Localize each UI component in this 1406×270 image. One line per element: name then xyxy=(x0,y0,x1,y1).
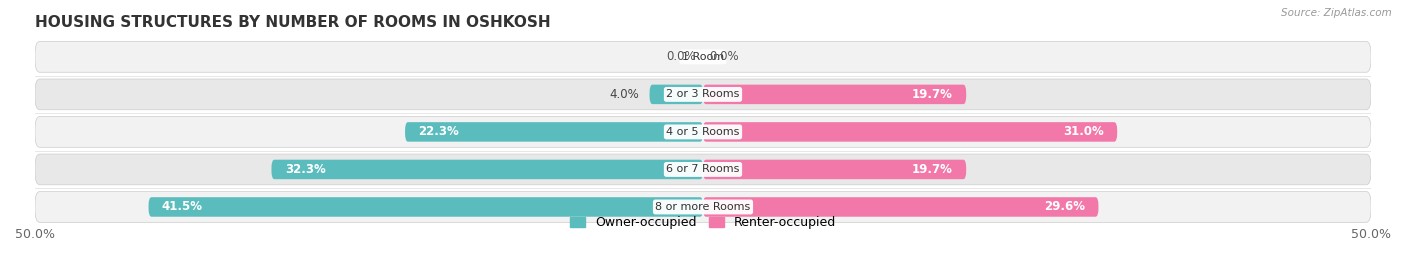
Text: 4.0%: 4.0% xyxy=(609,88,638,101)
Text: 6 or 7 Rooms: 6 or 7 Rooms xyxy=(666,164,740,174)
Legend: Owner-occupied, Renter-occupied: Owner-occupied, Renter-occupied xyxy=(565,211,841,234)
FancyBboxPatch shape xyxy=(703,85,966,104)
FancyBboxPatch shape xyxy=(703,197,1098,217)
FancyBboxPatch shape xyxy=(35,192,1371,222)
Text: 22.3%: 22.3% xyxy=(419,126,460,139)
Text: HOUSING STRUCTURES BY NUMBER OF ROOMS IN OSHKOSH: HOUSING STRUCTURES BY NUMBER OF ROOMS IN… xyxy=(35,15,551,30)
FancyBboxPatch shape xyxy=(35,79,1371,110)
Text: 31.0%: 31.0% xyxy=(1063,126,1104,139)
FancyBboxPatch shape xyxy=(271,160,703,179)
Text: 0.0%: 0.0% xyxy=(666,50,696,63)
Text: 19.7%: 19.7% xyxy=(912,163,953,176)
Text: 4 or 5 Rooms: 4 or 5 Rooms xyxy=(666,127,740,137)
FancyBboxPatch shape xyxy=(405,122,703,142)
FancyBboxPatch shape xyxy=(35,154,1371,185)
Text: 41.5%: 41.5% xyxy=(162,200,202,214)
FancyBboxPatch shape xyxy=(703,160,966,179)
Text: 1 Room: 1 Room xyxy=(682,52,724,62)
Text: 2 or 3 Rooms: 2 or 3 Rooms xyxy=(666,89,740,99)
Text: 29.6%: 29.6% xyxy=(1045,200,1085,214)
FancyBboxPatch shape xyxy=(650,85,703,104)
FancyBboxPatch shape xyxy=(35,42,1371,72)
Text: 0.0%: 0.0% xyxy=(710,50,740,63)
Text: 32.3%: 32.3% xyxy=(285,163,326,176)
Text: 8 or more Rooms: 8 or more Rooms xyxy=(655,202,751,212)
Text: 19.7%: 19.7% xyxy=(912,88,953,101)
FancyBboxPatch shape xyxy=(35,117,1371,147)
Text: Source: ZipAtlas.com: Source: ZipAtlas.com xyxy=(1281,8,1392,18)
FancyBboxPatch shape xyxy=(703,122,1118,142)
FancyBboxPatch shape xyxy=(149,197,703,217)
